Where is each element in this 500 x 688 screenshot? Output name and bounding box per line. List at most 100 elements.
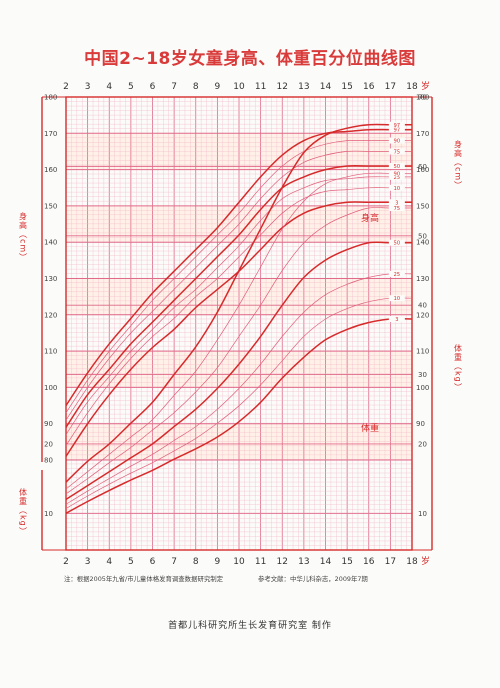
weight-percentile-label: 25 (394, 272, 400, 278)
x-tick-label: 2 (63, 557, 69, 567)
weight-label-bg (388, 205, 405, 212)
x-tick-label: 3 (85, 82, 91, 92)
weight-tick-right: 60 (418, 163, 427, 171)
height-tick-right: 170 (416, 130, 429, 138)
height-curve-p50 (65, 164, 412, 428)
x-tick-label: 15 (341, 557, 352, 567)
x-tick-label: 12 (277, 82, 288, 92)
weight-tick-right: 70 (418, 94, 427, 102)
weight-curve-p75 (65, 207, 412, 495)
weight-curve-p90 (65, 172, 412, 490)
height-tick-right: 90 (416, 420, 425, 428)
source-note: 注：根据2005年九省/市儿童体格发育调查数据研究制定 (64, 575, 224, 583)
x-tick-label: 9 (215, 82, 221, 92)
height-percentile-label: 90 (394, 139, 400, 145)
height-tick-right: 140 (416, 239, 429, 247)
weight-percentile-label: 90 (394, 171, 400, 177)
x-tick-label: 14 (320, 82, 332, 92)
height-label-bg (388, 199, 405, 206)
weight-curve-p3 (65, 318, 413, 514)
height-tick-right: 130 (416, 275, 429, 283)
height-percentile-label: 50 (394, 164, 400, 170)
height-tick-left: 160 (44, 166, 57, 174)
weight-label-bg (388, 295, 405, 302)
height-label-bg (388, 184, 405, 191)
height-tick-right: 120 (416, 311, 429, 319)
height-curve-p75 (65, 150, 412, 421)
height-tick-left: 120 (44, 311, 57, 319)
weight-tick-right: 40 (418, 302, 427, 310)
weight-label-bg (388, 239, 405, 246)
height-tick-right: 150 (416, 202, 429, 210)
height-percentile-label: 97 (394, 128, 400, 134)
weight-tick-right: 10 (418, 510, 427, 518)
x-tick-label: 18 (406, 557, 418, 567)
x-tick-label: 16 (363, 82, 375, 92)
weight-curve-p10 (65, 297, 413, 509)
x-tick-label: 4 (106, 82, 112, 92)
height-tick-left: 170 (44, 130, 57, 138)
height-label-bg (388, 137, 405, 144)
x-tick-label: 14 (320, 557, 332, 567)
height-tick-right: 100 (416, 384, 429, 392)
weight-percentile-label: 10 (394, 296, 400, 302)
height-curve-label: 身高 (361, 212, 379, 224)
height-label-bg (388, 126, 405, 133)
x-tick-label: 13 (298, 557, 309, 567)
weight-percentile-label: 50 (394, 241, 400, 247)
x-tick-label: 17 (385, 557, 396, 567)
page-title: 中国2~18岁女童身高、体重百分位曲线图 (84, 49, 416, 69)
weight-curve-p97 (65, 123, 412, 483)
weight-percentile-label: 75 (394, 206, 400, 212)
weight-tick-right: 50 (418, 232, 427, 240)
x-tick-label: 18 (406, 82, 418, 92)
x-tick-label: 13 (298, 82, 309, 92)
height-label-bg (388, 162, 405, 169)
height-tick-left: 180 (44, 94, 57, 102)
x-tick-label: 17 (385, 82, 396, 92)
weight-curve-p25 (65, 273, 413, 505)
height-tick-left: 100 (44, 384, 57, 392)
height-tick-left: 140 (44, 239, 57, 247)
height-tick-left: 110 (44, 348, 57, 356)
x-tick-label: 7 (171, 557, 177, 567)
height-tick-left: 130 (44, 275, 57, 283)
x-tick-label: 11 (255, 557, 266, 567)
height-curve-p97 (65, 128, 412, 407)
height-tick-left: 80 (44, 457, 53, 465)
right-height-axis-label: 身高（cm） (454, 139, 463, 190)
height-tick-left: 150 (44, 202, 57, 210)
weight-label-bg (388, 170, 405, 177)
weight-percentile-label: 97 (394, 123, 400, 129)
x-unit-label: 岁 (421, 555, 430, 567)
weight-label-bg (388, 316, 405, 323)
x-tick-label: 9 (215, 557, 221, 567)
footer-credit: 首都儿科研究所生长发育研究室 制作 (168, 621, 332, 631)
x-tick-label: 2 (63, 82, 69, 92)
x-tick-label: 12 (277, 557, 288, 567)
height-tick-right: 110 (416, 348, 429, 356)
weight-percentile-label: 3 (395, 317, 398, 323)
x-tick-label: 4 (106, 557, 112, 567)
x-tick-label: 8 (193, 557, 199, 567)
x-tick-label: 11 (255, 82, 266, 92)
x-tick-label: 5 (128, 557, 134, 567)
x-tick-label: 3 (85, 557, 91, 567)
x-unit-label: 岁 (421, 80, 430, 92)
weight-curve-p50 (65, 241, 412, 501)
height-tick-right: 160 (416, 166, 429, 174)
height-percentile-label: 25 (394, 175, 400, 181)
x-tick-label: 16 (363, 557, 375, 567)
plot-frame (65, 96, 413, 551)
weight-tick-right: 20 (418, 440, 427, 448)
x-tick-label: 6 (150, 82, 156, 92)
height-label-bg (388, 173, 405, 180)
x-tick-label: 15 (341, 82, 352, 92)
reference-note: 参考文献：中华儿科杂志，2009年7期 (258, 575, 368, 583)
x-tick-label: 10 (233, 82, 245, 92)
height-tick-left: 90 (44, 420, 53, 428)
height-curve-p90 (65, 139, 412, 413)
weight-tick-right: 30 (418, 371, 427, 379)
weight-tick-left: 10 (44, 510, 53, 518)
left-weight-axis-label: 体重（kg） (19, 487, 28, 536)
